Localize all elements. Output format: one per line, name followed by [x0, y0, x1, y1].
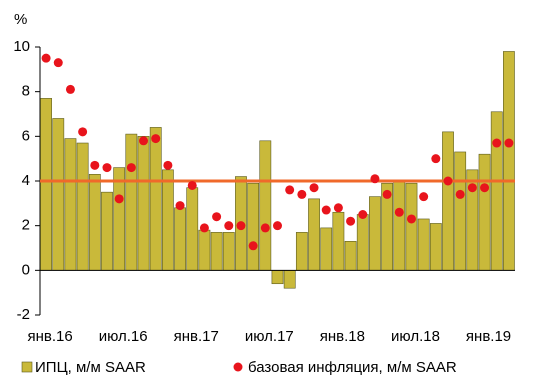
bar — [417, 218, 430, 271]
y-tick-label: 8 — [22, 83, 30, 100]
bar — [88, 174, 101, 271]
dot — [297, 189, 307, 199]
bar — [210, 232, 223, 271]
x-tick-label: янв.16 — [27, 328, 72, 345]
dot — [406, 214, 416, 224]
dot — [358, 210, 368, 219]
dot — [431, 154, 441, 164]
dot — [175, 201, 185, 211]
x-tick-label: июл.17 — [245, 328, 294, 345]
x-tick-label: янв.17 — [174, 328, 219, 345]
bar — [76, 142, 89, 271]
x-tick-label: янв.19 — [466, 328, 511, 345]
bar — [295, 232, 308, 271]
dot — [248, 241, 258, 251]
bar — [344, 241, 357, 271]
dot — [370, 174, 380, 184]
bar — [405, 182, 418, 271]
dot — [285, 185, 295, 195]
dot — [65, 84, 75, 94]
y-tick-label: 6 — [22, 127, 30, 144]
bar — [174, 207, 186, 271]
dot — [187, 180, 197, 190]
dot — [139, 136, 149, 146]
dot — [126, 163, 136, 173]
x-tick-label: янв.18 — [320, 328, 365, 345]
dot — [443, 176, 453, 186]
dot — [321, 205, 331, 215]
bar — [393, 180, 406, 271]
bar — [429, 223, 442, 271]
y-tick-label: 10 — [13, 38, 30, 55]
bar — [137, 136, 150, 271]
dot — [53, 58, 63, 68]
x-tick-label: июл.16 — [99, 328, 148, 345]
legend-swatch — [233, 362, 243, 372]
legend-label: базовая инфляция, м/м SAAR — [248, 359, 457, 376]
bar — [125, 133, 138, 271]
y-tick-label: 4 — [22, 172, 30, 189]
bar — [247, 182, 260, 271]
dot — [199, 223, 209, 233]
bar — [186, 187, 199, 271]
bar — [198, 229, 211, 271]
bar — [101, 191, 113, 271]
dot — [163, 160, 173, 170]
bar — [161, 169, 174, 271]
legend-label: ИПЦ, м/м SAAR — [35, 359, 146, 376]
dot — [78, 127, 88, 137]
bar — [283, 270, 296, 289]
bar — [113, 167, 126, 271]
dot — [309, 183, 319, 193]
bar — [64, 138, 77, 271]
dot — [504, 138, 514, 148]
bar — [490, 111, 503, 271]
bar — [40, 98, 52, 271]
dot — [212, 212, 222, 222]
y-tick-label: 0 — [22, 261, 30, 278]
dot — [480, 183, 490, 193]
dot — [114, 194, 124, 204]
y-tick-label: -2 — [17, 306, 30, 323]
dot — [333, 203, 343, 213]
bar — [454, 151, 467, 271]
bar — [259, 140, 272, 271]
dot — [346, 216, 356, 226]
dot — [102, 163, 112, 173]
dot — [394, 207, 404, 217]
dot — [382, 189, 392, 199]
bar — [442, 131, 454, 271]
bar — [222, 232, 235, 271]
bar — [478, 153, 491, 271]
bar — [271, 270, 284, 285]
bar — [369, 196, 381, 271]
dot — [90, 160, 100, 170]
y-tick-label: 2 — [22, 217, 30, 234]
dot — [492, 138, 502, 148]
y-axis-label: % — [14, 11, 27, 28]
bar — [356, 214, 369, 271]
dot — [467, 183, 477, 193]
dot — [273, 221, 282, 231]
dot — [419, 192, 429, 202]
bar — [149, 127, 162, 271]
dot — [151, 134, 161, 144]
x-tick-label: июл.18 — [391, 328, 440, 345]
bar — [308, 198, 320, 271]
legend-swatch — [21, 361, 33, 373]
bar — [52, 118, 65, 271]
dot — [41, 53, 51, 63]
dot — [236, 221, 246, 231]
dot — [260, 223, 270, 233]
dot — [455, 189, 465, 199]
bar — [332, 211, 345, 271]
dot — [224, 221, 234, 231]
bar — [320, 227, 333, 271]
bar — [503, 51, 515, 271]
